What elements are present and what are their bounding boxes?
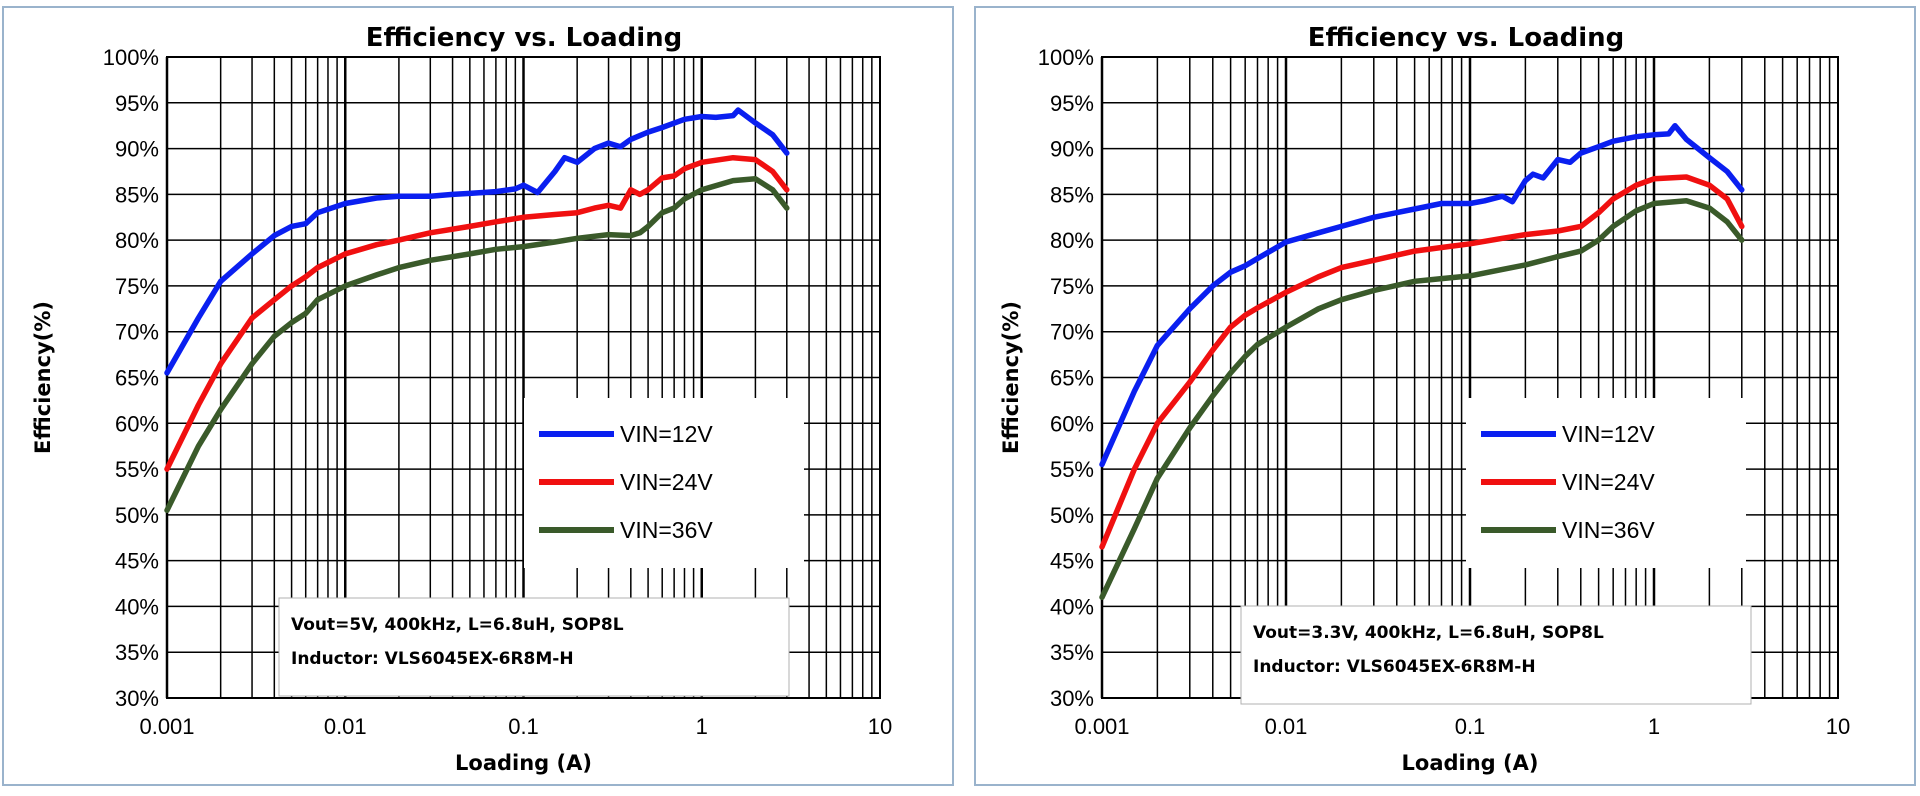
annotation-line: Vout=5V, 400kHz, L=6.8uH, SOP8L (291, 615, 624, 635)
y-tick-label: 90% (1050, 137, 1094, 162)
x-tick-label: 0.1 (1455, 714, 1486, 739)
legend-label: VIN=36V (1562, 517, 1655, 543)
annotation-box (278, 597, 790, 697)
x-tick-label: 1 (696, 714, 708, 739)
annotation-line: Inductor: VLS6045EX-6R8M-H (291, 649, 574, 669)
series-line-vin-24v (164, 154, 790, 472)
efficiency-chart-vout-5v: Efficiency vs. Loading 30% 35% 40% 45% 50% 55%… (31, 23, 892, 775)
series-line-vin-36v (1099, 198, 1745, 601)
x-tick-label: 0.001 (1074, 714, 1129, 739)
chart-panel-left: Efficiency vs. Loading 30% 35% 40% 45% 50% 55%… (2, 6, 954, 786)
legend-label: VIN=12V (620, 421, 713, 447)
y-tick-label: 60% (115, 411, 159, 436)
annotation-box (1240, 605, 1752, 705)
y-tick-label: 40% (1050, 594, 1094, 619)
y-tick-label: 50% (1050, 503, 1094, 528)
y-tick-label: 75% (115, 274, 159, 299)
y-tick-label: 80% (115, 228, 159, 253)
series-line-vin-12v (164, 107, 790, 376)
y-tick-label: 65% (115, 366, 159, 391)
y-tick-label: 90% (115, 137, 159, 162)
legend-label: VIN=24V (620, 469, 713, 495)
y-tick-label: 35% (1050, 640, 1094, 665)
x-tick-label: 10 (868, 714, 892, 739)
y-tick-label: 70% (1050, 320, 1094, 345)
chart-title: Efficiency vs. Loading (366, 23, 683, 53)
annotation-line: Inductor: VLS6045EX-6R8M-H (1253, 657, 1536, 677)
series-line-vin-36v (164, 176, 790, 514)
chart-title: Efficiency vs. Loading (1308, 23, 1625, 53)
x-tick-label: 10 (1826, 714, 1850, 739)
y-tick-label: 55% (115, 457, 159, 482)
y-tick-label: 50% (115, 503, 159, 528)
annotation-line: Vout=3.3V, 400kHz, L=6.8uH, SOP8L (1253, 623, 1604, 643)
y-tick-label: 85% (1050, 182, 1094, 207)
y-tick-label: 45% (115, 549, 159, 574)
x-tick-label: 0.1 (508, 714, 539, 739)
y-tick-label: 60% (1050, 411, 1094, 436)
chart-panel-right: Efficiency vs. Loading 30% 35% 40% 45% 50% 55%… (974, 6, 1916, 786)
x-tick-label: 0.001 (139, 714, 194, 739)
legend-label: VIN=36V (620, 517, 713, 543)
y-tick-label: 75% (1050, 274, 1094, 299)
x-tick-label: 0.01 (1265, 714, 1308, 739)
y-axis-label: Efficiency(%) (999, 301, 1023, 454)
y-tick-label: 95% (115, 91, 159, 116)
y-tick-label: 85% (115, 182, 159, 207)
y-tick-label: 30% (1050, 686, 1094, 711)
y-tick-label: 45% (1050, 549, 1094, 574)
x-tick-label: 1 (1648, 714, 1660, 739)
y-tick-label: 40% (115, 594, 159, 619)
y-tick-label: 80% (1050, 228, 1094, 253)
efficiency-chart-vout-3p3v: Efficiency vs. Loading 30% 35% 40% 45% 50% 55%… (999, 23, 1850, 775)
y-tick-label: 100% (103, 45, 159, 70)
y-tick-label: 100% (1038, 45, 1094, 70)
series-line-vin-24v (1099, 174, 1745, 550)
y-tick-label: 35% (115, 640, 159, 665)
legend-label: VIN=12V (1562, 421, 1655, 447)
x-tick-label: 0.01 (324, 714, 367, 739)
x-axis-label: Loading (A) (1402, 751, 1539, 775)
y-axis-label: Efficiency(%) (31, 301, 55, 454)
y-tick-label: 55% (1050, 457, 1094, 482)
series-line-vin-12v (1099, 122, 1745, 468)
y-tick-label: 95% (1050, 91, 1094, 116)
y-tick-label: 30% (115, 686, 159, 711)
legend-label: VIN=24V (1562, 469, 1655, 495)
y-tick-label: 70% (115, 320, 159, 345)
x-axis-label: Loading (A) (455, 751, 592, 775)
y-tick-label: 65% (1050, 366, 1094, 391)
